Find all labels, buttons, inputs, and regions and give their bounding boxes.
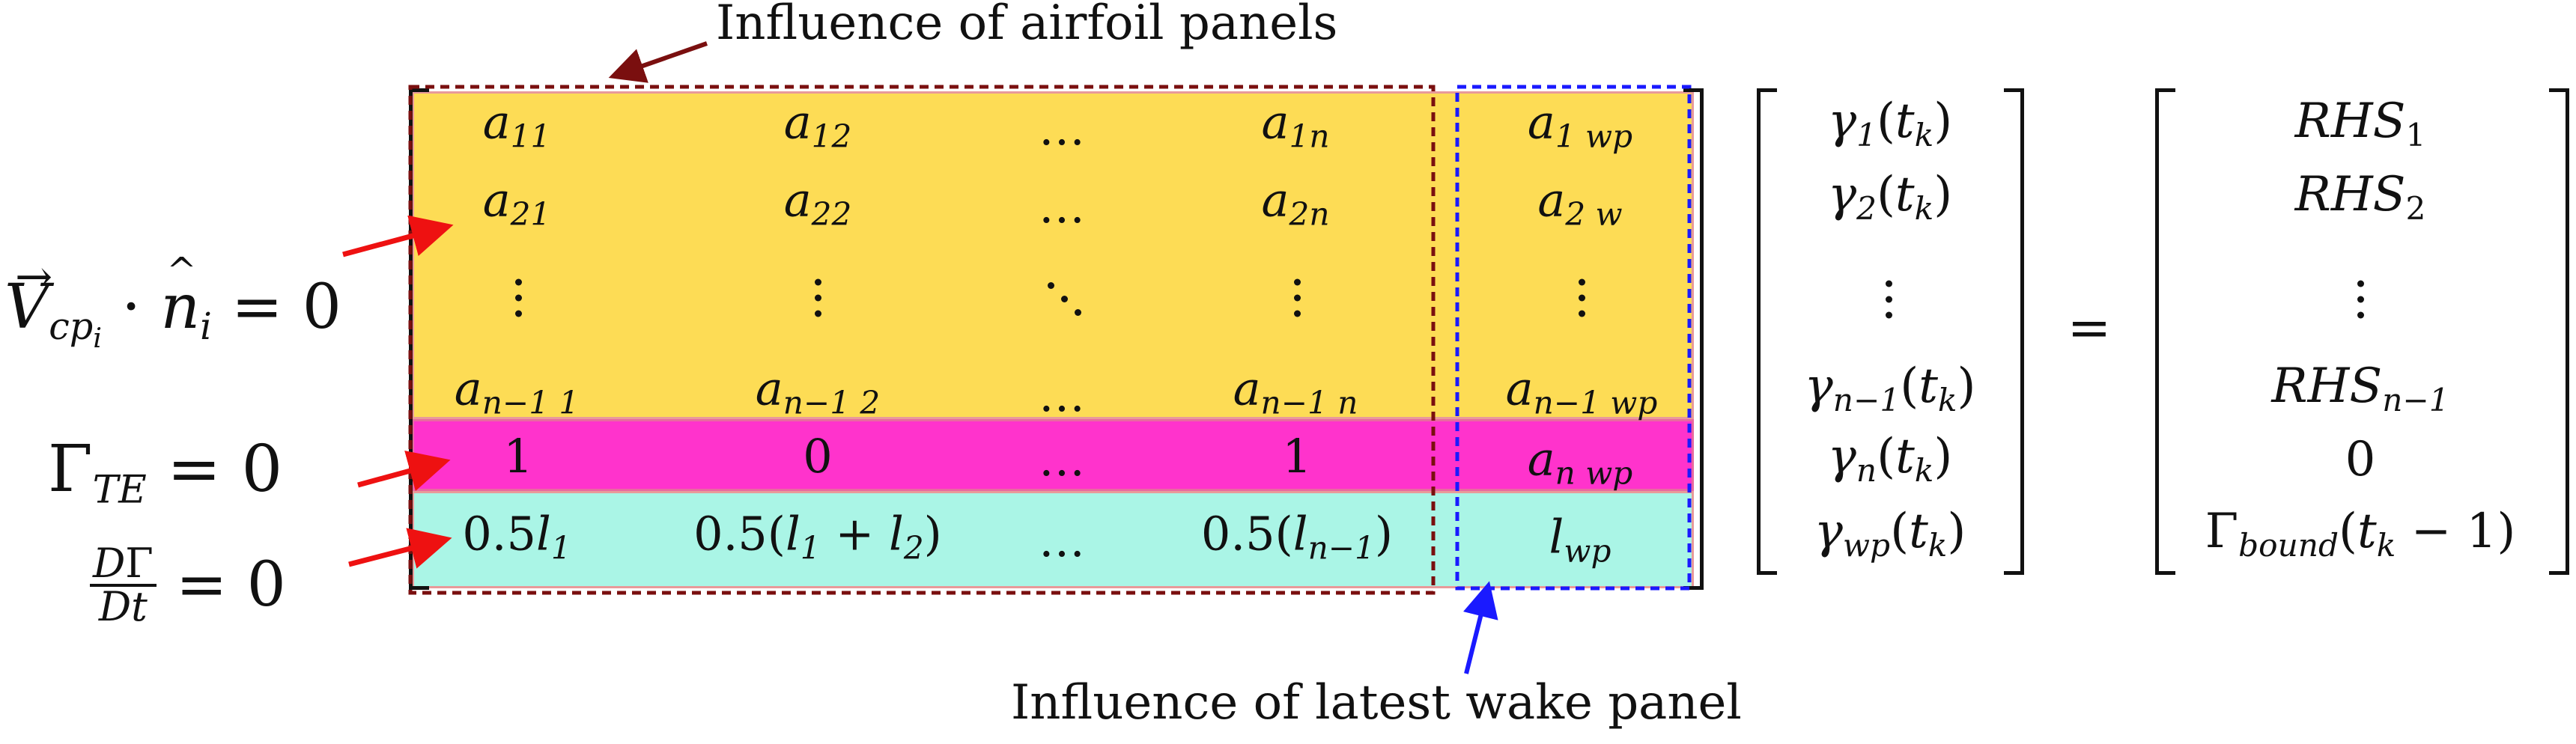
kelvin-cell-2: 0.5(l1 + l2) (693, 506, 942, 567)
matrix-cell-2-1: a21 (482, 172, 551, 233)
no-penetration-arrow (342, 215, 454, 257)
matrix-cell-1-n: a1n (1261, 94, 1330, 155)
matrix-right-bracket (1683, 88, 1704, 590)
kelvin-cell-n: 0.5(ln−1) (1200, 506, 1394, 567)
matrix-cell-2-n: a2n (1261, 172, 1330, 233)
rhs-left-bracket (2155, 88, 2175, 575)
no-penetration-condition: V → cpi · n ^ i = 0 (4, 250, 341, 354)
airfoil-panels-label: Influence of airfoil panels (716, 0, 1338, 51)
kelvin-condition: DΓ Dt = 0 (90, 543, 286, 627)
matrix-cell-n1-2: an−1 2 (755, 361, 881, 421)
unknown-vdots (1883, 272, 1894, 328)
kelvin-cell-1: 0.5l1 (462, 506, 571, 567)
rhs-vdots (2355, 272, 2366, 328)
kutta-cell-n: 1 (1282, 429, 1312, 484)
wake-panel-box (1455, 85, 1692, 591)
matrix-cell-2-3: … (1039, 179, 1091, 234)
kelvin-cell-wp: lwp (1549, 509, 1611, 570)
rhs-right-bracket (2549, 88, 2569, 575)
rhs-1: RHS1 (2294, 93, 2426, 153)
matrix-cell-n1-wp: an−1 wp (1505, 361, 1658, 421)
kutta-cell-wp: an wp (1527, 431, 1633, 492)
rhs-2: RHS2 (2294, 166, 2426, 227)
vdots-col-1 (513, 270, 523, 326)
kutta-cell-2: 0 (803, 429, 833, 484)
airfoil-panels-box (408, 85, 1436, 595)
airfoil-label-arrow (608, 41, 708, 83)
kutta-arrow (357, 451, 451, 492)
wake-panel-label: Influence of latest wake panel (1011, 675, 1742, 731)
matrix-cell-n1-1: an−1 1 (454, 361, 580, 421)
matrix-cell-2-w: a2 w (1537, 172, 1623, 233)
unknowns-left-bracket (1757, 88, 1777, 575)
vdots-col-n (1292, 270, 1302, 326)
unknown-gamma-n-1: γn−1(tk) (1804, 358, 1976, 418)
matrix-cell-1-2: a12 (783, 94, 852, 155)
kelvin-cell-3: … (1039, 513, 1091, 567)
matrix-cell-1-3: … (1039, 101, 1091, 156)
matrix-cell-2-2: a22 (783, 172, 852, 233)
matrix-cell-1-wp: a1 wp (1527, 94, 1633, 155)
unknown-gamma-n: γn(tk) (1827, 428, 1953, 489)
kelvin-row-band (412, 491, 1694, 588)
unknown-gamma-2: γ2(tk) (1827, 166, 1953, 227)
unknown-gamma-1: γ1(tk) (1827, 93, 1953, 153)
unknowns-right-bracket (2004, 88, 2024, 575)
rhs-gamma-bound: Γbound(tk − 1) (2205, 503, 2516, 564)
matrix-cell-n1-3: … (1039, 368, 1091, 422)
rhs-n-1: RHSn−1 (2271, 358, 2449, 418)
matrix-cell-1-1: a11 (482, 94, 551, 155)
wake-label-arrow (1462, 581, 1498, 674)
kutta-row-band (412, 419, 1694, 491)
kutta-cell-3: … (1039, 432, 1091, 487)
matrix-cell-n1-n: an−1 n (1233, 361, 1358, 421)
vdots-col-wp (1576, 270, 1587, 326)
airfoil-rows-band (412, 91, 1694, 419)
vdots-col-2 (812, 270, 823, 326)
kutta-cell-1: 1 (503, 429, 533, 484)
rhs-zero: 0 (2345, 432, 2376, 487)
equals-sign: = (2067, 297, 2112, 359)
kutta-condition: ΓTE = 0 (48, 432, 283, 513)
ddots-col-3 (1048, 282, 1082, 317)
kelvin-arrow (348, 528, 452, 569)
unknown-gamma-wp: γwp(tk) (1814, 503, 1966, 564)
